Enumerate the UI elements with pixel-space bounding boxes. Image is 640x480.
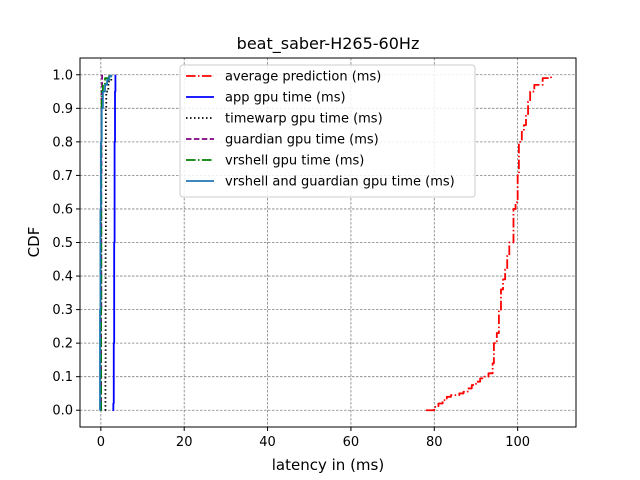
legend-box: [179, 64, 476, 198]
series-line-0: [425, 74, 552, 412]
legend-label-4: vrshell gpu time (ms): [225, 154, 364, 169]
x-tick-label: 0: [97, 435, 105, 450]
y-tick-label: 0.6: [52, 202, 73, 217]
x-tick-label: 100: [505, 435, 530, 450]
legend-label-1: app gpu time (ms): [225, 91, 346, 106]
y-tick-label: 0.9: [52, 102, 73, 117]
y-tick-label: 0.1: [52, 370, 73, 385]
x-tick-label: 20: [176, 435, 193, 450]
series-line-2: [104, 74, 113, 412]
series-line-5: [99, 74, 113, 412]
y-tick-label: 0.8: [52, 135, 73, 150]
legend-label-0: average prediction (ms): [225, 70, 381, 85]
x-tick-label: 60: [343, 435, 360, 450]
x-axis-label: latency in (ms): [272, 456, 384, 474]
legend-label-5: vrshell and guardian gpu time (ms): [225, 175, 455, 190]
series-layer: [99, 74, 552, 412]
y-tick-label: 0.5: [52, 236, 73, 251]
y-tick-label: 0.3: [52, 303, 73, 318]
y-tick-label: 0.2: [52, 337, 73, 352]
x-tick-label: 80: [426, 435, 443, 450]
series-line-1: [112, 74, 117, 412]
x-tick-label: 40: [259, 435, 276, 450]
legend-label-3: guardian gpu time (ms): [225, 133, 379, 148]
y-tick-label: 1.0: [52, 68, 73, 83]
ticks: 0 20 40 60 80 100 0.0 0.1 0.2 0.3 0.4 0.5 0.6 0.7 0.8 0…: [52, 68, 530, 450]
y-tick-label: 0.0: [52, 404, 73, 419]
chart-title: beat_saber-H265-60Hz: [237, 34, 420, 54]
y-axis-label: CDF: [25, 227, 43, 258]
y-tick-label: 0.4: [52, 270, 73, 285]
legend-label-2: timewarp gpu time (ms): [225, 112, 383, 127]
legend: average prediction (ms) app gpu time (ms)…: [179, 64, 476, 198]
y-tick-label: 0.7: [52, 169, 73, 184]
